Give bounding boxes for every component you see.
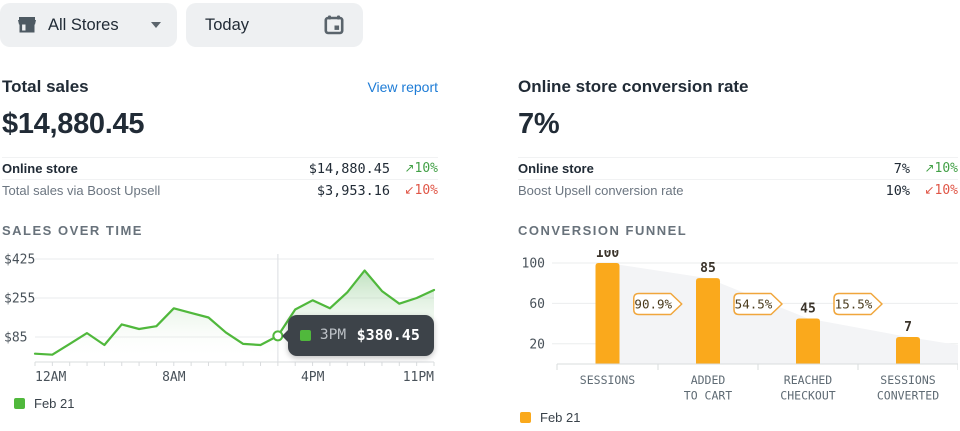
calendar-icon [322, 13, 346, 37]
metric-value: $3,953.16 [316, 182, 390, 199]
legend-swatch-orange [520, 412, 531, 423]
metric-row-boost-upsell-rate: Boost Upsell conversion rate 10% ↙10% [518, 179, 958, 201]
store-selector-button[interactable]: All Stores [0, 3, 177, 47]
store-selector-label: All Stores [48, 15, 119, 34]
svg-text:60: 60 [529, 297, 545, 312]
svg-text:CHECKOUT: CHECKOUT [780, 389, 835, 403]
svg-text:20: 20 [529, 337, 545, 352]
metric-label: Online store [2, 161, 78, 176]
metric-value: 10% [885, 182, 910, 199]
metric-change-down: ↙10% [404, 183, 438, 198]
conversion-funnel-chart-area: 100 60 20 100 85 45 7 90.9% 54.5% 15.5% SESSIONS AD… [518, 246, 959, 408]
metric-label: Total sales via Boost Upsell [2, 183, 161, 198]
date-selector-label: Today [205, 15, 250, 34]
total-sales-card: Total sales View report $14,880.45 Onlin… [2, 77, 438, 425]
svg-text:ADDED: ADDED [691, 373, 726, 387]
metric-change-up: ↗10% [924, 161, 958, 176]
svg-text:100: 100 [596, 250, 620, 261]
legend-label: Feb 21 [540, 410, 581, 425]
svg-text:15.5%: 15.5% [835, 297, 873, 312]
svg-text:$255: $255 [4, 292, 35, 307]
tooltip-time: 3PM [319, 327, 347, 344]
sales-over-time-header: SALES OVER TIME [2, 223, 143, 238]
svg-text:SESSIONS: SESSIONS [580, 373, 635, 387]
svg-text:TO CART: TO CART [684, 389, 733, 403]
metric-change-up: ↗10% [404, 161, 438, 176]
tooltip-series-swatch [299, 329, 311, 341]
svg-text:CONVERTED: CONVERTED [877, 389, 939, 403]
total-sales-title: Total sales [2, 77, 89, 96]
svg-text:7: 7 [904, 320, 912, 335]
svg-text:SESSIONS: SESSIONS [880, 373, 935, 387]
metric-row-boost-upsell: Total sales via Boost Upsell $3,953.16 ↙… [2, 179, 438, 201]
sales-legend: Feb 21 [2, 396, 438, 411]
view-report-link[interactable]: View report [367, 79, 438, 95]
total-sales-big-value: $14,880.45 [2, 108, 145, 140]
metric-change-down: ↙10% [924, 183, 958, 198]
tooltip-value: $380.45 [356, 326, 420, 345]
conversion-funnel-chart[interactable]: 100 60 20 100 85 45 7 90.9% 54.5% 15.5% SESSIONS AD… [518, 246, 959, 408]
metric-label: Online store [518, 161, 594, 176]
funnel-legend: Feb 21 [518, 410, 958, 425]
svg-text:85: 85 [700, 261, 716, 276]
svg-text:90.9%: 90.9% [634, 297, 672, 312]
svg-text:8AM: 8AM [162, 370, 186, 385]
conversion-title: Online store conversion rate [518, 77, 749, 96]
svg-text:$425: $425 [4, 253, 35, 268]
svg-text:100: 100 [522, 257, 545, 272]
legend-label: Feb 21 [34, 396, 75, 411]
svg-text:4PM: 4PM [301, 370, 325, 385]
metric-row-online-store-rate: Online store 7% ↗10% [518, 157, 958, 179]
svg-text:45: 45 [800, 302, 816, 317]
svg-text:11PM: 11PM [403, 370, 434, 385]
conversion-big-value: 7% [518, 108, 560, 140]
svg-text:REACHED: REACHED [784, 373, 833, 387]
storefront-icon [16, 14, 38, 36]
svg-text:$85: $85 [4, 331, 27, 346]
dashboard: Total sales View report $14,880.45 Onlin… [0, 77, 960, 425]
chevron-down-icon [151, 22, 161, 28]
svg-text:12AM: 12AM [35, 370, 66, 385]
sales-line-chart-area: $425 $255 $85 12AM 8AM 4PM 11PM 3PM $380.45 [2, 250, 438, 390]
chart-tooltip: 3PM $380.45 [281, 314, 434, 356]
metric-value: 7% [893, 160, 910, 177]
legend-swatch-green [14, 398, 25, 409]
metric-value: $14,880.45 [308, 160, 390, 177]
metric-row-online-store: Online store $14,880.45 ↗10% [2, 157, 438, 179]
topbar: All Stores Today [0, 0, 960, 47]
conversion-rate-card: Online store conversion rate 7% Online s… [518, 77, 959, 425]
date-selector-button[interactable]: Today [186, 3, 363, 47]
metric-label: Boost Upsell conversion rate [518, 183, 684, 198]
svg-text:54.5%: 54.5% [735, 297, 773, 312]
conversion-funnel-header: CONVERSION FUNNEL [518, 223, 688, 238]
